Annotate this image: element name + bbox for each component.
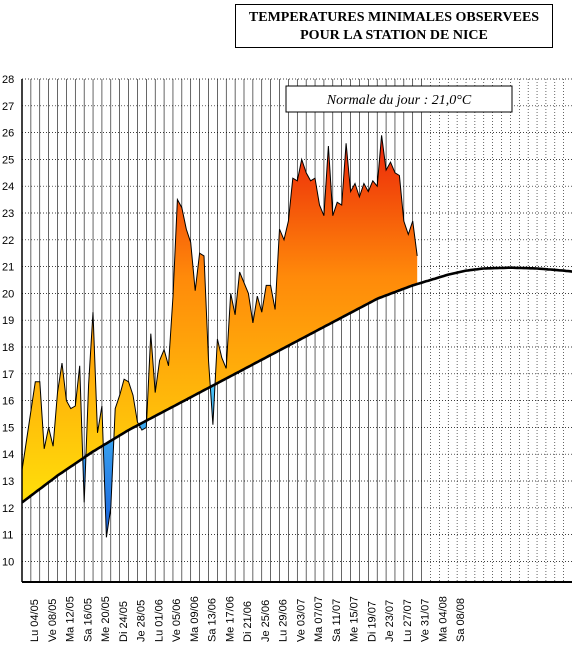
y-tick-labels: 10 11 12 13 14 15 16 17 18 19 20 21 22 23 24 25 26 27 28 [2,74,14,568]
x-tick-label: Ve 08/05 [47,599,59,642]
y-tick-label: 13 [2,476,14,488]
x-tick-label: Ma 04/08 [438,596,450,642]
grid [21,78,572,582]
observed-min-temperature-line [22,135,418,538]
y-tick-label: 24 [2,181,14,193]
x-tick-label: Sa 13/06 [207,598,219,642]
y-tick-label: 28 [2,74,14,86]
normal-label-box [285,85,513,113]
x-tick-label: Ve 03/07 [295,599,307,642]
normal-temperature-line [22,266,572,504]
y-tick-label: 12 [2,503,14,515]
x-tick-label: Lu 27/07 [402,599,414,642]
below-normal-area [210,381,216,425]
above-normal-area [85,312,104,459]
series-lines [22,135,572,538]
x-tick-label: Sa 16/05 [82,598,94,642]
above-normal-area [215,135,418,385]
axes [21,79,572,583]
x-tick-label: Di 19/07 [366,601,378,642]
x-tick-label: Lu 04/05 [29,599,41,642]
x-tick-label: Ma 07/07 [313,596,325,642]
y-tick-label: 19 [2,315,14,327]
x-tick-label: Ve 05/06 [171,599,183,642]
x-tick-label: Sa 11/07 [331,599,343,642]
y-tick-label: 25 [2,154,14,166]
x-tick-label: Me 20/05 [100,596,112,642]
x-tick-labels: Lu 04/05 Ve 08/05 Ma 12/05 Sa 16/05 Me 20/05… [29,596,467,642]
chart-title-line-1: TEMPERATURES MINIMALES OBSERVEES [248,10,540,25]
normal-annotation: Normale du jour : 21,0°C [285,85,513,113]
x-tick-label: Lu 29/06 [278,599,290,642]
above-normal-area [146,199,211,421]
x-tick-label: Ve 31/07 [420,599,432,642]
y-tick-label: 17 [2,369,14,381]
y-tick-label: 23 [2,208,14,220]
y-tick-label: 21 [2,262,14,274]
area-fills [22,135,418,538]
x-tick-label: Sa 08/08 [455,598,467,642]
y-tick-label: 20 [2,288,14,300]
x-tick-label: Di 21/06 [242,601,254,642]
y-tick-label: 10 [2,556,14,568]
x-tick-label: Je 28/05 [136,600,148,642]
y-tick-label: 15 [2,422,14,434]
x-tick-label: Me 17/06 [224,596,236,642]
x-tick-label: Ma 09/06 [189,596,201,642]
x-tick-label: Di 24/05 [118,601,130,642]
x-tick-label: Je 25/06 [260,600,272,642]
x-tick-label: Ma 12/05 [65,596,77,642]
y-tick-label: 22 [2,235,14,247]
below-normal-area [139,418,147,431]
x-tick-label: Lu 01/06 [153,599,165,642]
x-tick-label: Me 15/07 [349,596,361,642]
x-tick-label: Je 23/07 [384,600,396,642]
y-tick-label: 11 [2,530,13,542]
y-tick-label: 14 [2,449,14,461]
y-tick-label: 16 [2,396,14,408]
y-tick-label: 18 [2,342,14,354]
y-tick-label: 27 [2,101,14,113]
chart-title-box: TEMPERATURES MINIMALES OBSERVEES POUR LA… [235,4,553,48]
y-tick-label: 26 [2,128,14,140]
chart-title-line-2: POUR LA STATION DE NICE [300,28,488,43]
below-normal-area [103,438,114,538]
normal-label: Normale du jour : 21,0°C [326,93,472,108]
